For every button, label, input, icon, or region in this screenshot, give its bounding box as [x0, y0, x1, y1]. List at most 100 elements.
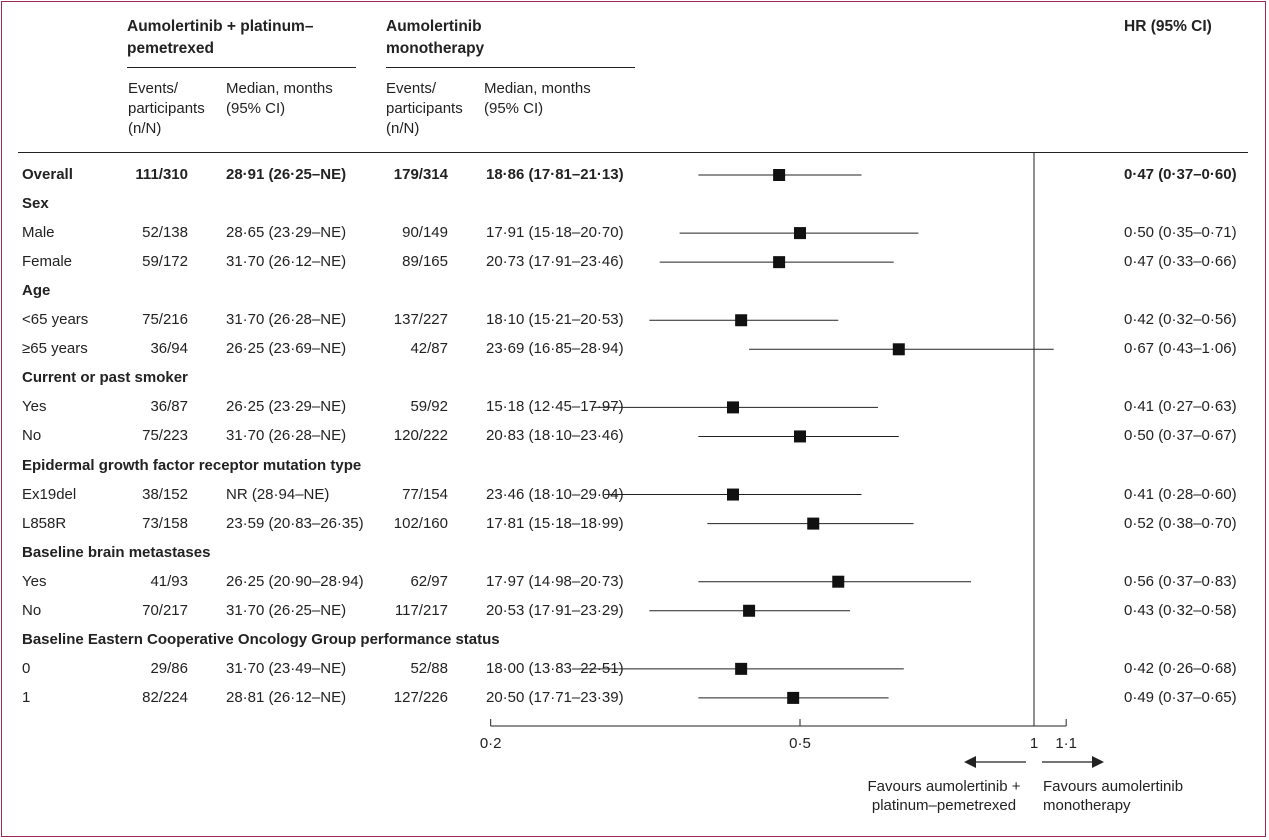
group-a-median: 31·70 (26·12–NE)	[226, 253, 347, 270]
group-b-median: 23·46 (18·10–29·04)	[486, 486, 624, 503]
group-a-median: 26·25 (23·69–NE)	[226, 340, 347, 357]
group-a-events: 75/216	[142, 311, 188, 328]
group-b-median: 15·18 (12·45–17·97)	[486, 398, 624, 415]
group-b-events: 90/149	[402, 224, 448, 241]
group-b-median: 17·91 (15·18–20·70)	[486, 224, 624, 241]
row-label: Yes	[22, 573, 47, 590]
hazard-ratio-text: 0·50 (0·37–0·67)	[1124, 427, 1237, 444]
hr-point	[727, 488, 740, 501]
x-tick-label: 0·5	[789, 735, 811, 752]
row-label: Yes	[22, 398, 47, 415]
group-a-median: 26·25 (23·29–NE)	[226, 398, 347, 415]
group-a-events: 41/93	[150, 573, 188, 590]
hazard-ratio-text: 0·43 (0·32–0·58)	[1124, 602, 1237, 619]
group-b-events: 117/217	[394, 602, 448, 619]
group-b-events: 120/222	[393, 427, 448, 444]
group-b-median: 20·53 (17·91–23·29)	[486, 602, 624, 619]
group-a-median: NR (28·94–NE)	[226, 486, 330, 503]
group-b-events: 59/92	[410, 398, 448, 415]
row-label: L858R	[22, 515, 67, 532]
group-a-median: 28·81 (26·12–NE)	[226, 689, 347, 706]
group-b-events: 127/226	[393, 689, 448, 706]
group-b-median: 17·81 (15·18–18·99)	[486, 515, 624, 532]
group-b-events: 179/314	[393, 166, 448, 183]
row-label: Male	[22, 224, 55, 241]
group-b-median: 20·50 (17·71–23·39)	[486, 689, 624, 706]
group-a-median: 28·65 (23·29–NE)	[226, 224, 347, 241]
favours-left-label: Favours aumolertinib + platinum–pemetrex…	[867, 778, 1021, 814]
group-a-events: 52/138	[142, 224, 188, 241]
group-a-header: Aumolertinib + platinum–pemetrexed	[127, 18, 314, 57]
group-a-events: 75/223	[142, 427, 188, 444]
hr-point	[892, 343, 905, 356]
category-label: Sex	[22, 195, 49, 212]
hazard-ratio-text: 0·52 (0·38–0·70)	[1124, 515, 1237, 532]
group-b-median: 18·10 (15·21–20·53)	[486, 311, 624, 328]
group-a-events: 70/217	[142, 602, 188, 619]
hr-point	[794, 227, 806, 240]
hazard-ratio-text: 0·49 (0·37–0·65)	[1124, 689, 1237, 706]
row-label: No	[22, 427, 42, 444]
group-a-median: 26·25 (20·90–28·94)	[226, 573, 364, 590]
row-label: 1	[22, 689, 31, 706]
hazard-ratio-text: 0·67 (0·43–1·06)	[1124, 340, 1237, 357]
group-b-median: 17·97 (14·98–20·73)	[486, 573, 624, 590]
group-a-events: 82/224	[142, 689, 188, 706]
group-b-header: Aumolertinib monotherapy	[386, 18, 485, 57]
group-a-median-header: Median, months (95% CI)	[226, 80, 333, 117]
hr-point	[807, 517, 820, 530]
hazard-ratio-text: 0·50 (0·35–0·71)	[1124, 224, 1237, 241]
group-b-rule	[386, 67, 635, 68]
hr-point	[773, 169, 786, 181]
group-b-events: 102/160	[393, 515, 448, 532]
hazard-ratio-text: 0·42 (0·26–0·68)	[1124, 660, 1237, 677]
hazard-ratio-text: 0·47 (0·33–0·66)	[1124, 253, 1237, 270]
hr-point	[735, 314, 748, 327]
row-label: ≥65 years	[22, 340, 88, 357]
group-a-events: 36/94	[150, 340, 188, 357]
group-b-events: 52/88	[410, 660, 448, 677]
group-b-median: 20·73 (17·91–23·46)	[486, 253, 624, 270]
hazard-ratio-text: 0·41 (0·27–0·63)	[1124, 398, 1237, 415]
hr-point	[773, 256, 786, 269]
table-header-rule	[18, 152, 1248, 153]
group-a-median: 31·70 (26·28–NE)	[226, 311, 347, 328]
group-a-events: 29/86	[150, 660, 188, 677]
group-b-median: 20·83 (18·10–23·46)	[486, 427, 624, 444]
hr-point	[727, 401, 740, 414]
group-b-events-header: Events/ participants (n/N)	[386, 80, 463, 137]
hazard-ratio-text: 0·56 (0·37–0·83)	[1124, 573, 1237, 590]
group-a-events: 111/310	[135, 166, 188, 183]
row-label: Overall	[22, 166, 73, 183]
group-b-median-header: Median, months (95% CI)	[484, 80, 591, 117]
row-label: <65 years	[22, 311, 89, 328]
hazard-ratio-text: 0·42 (0·32–0·56)	[1124, 311, 1237, 328]
row-label: Female	[22, 253, 73, 270]
group-a-events-header: Events/ participants (n/N)	[128, 80, 205, 137]
favours-right-label: Favours aumolertinib monotherapy	[1043, 778, 1184, 814]
category-label: Epidermal growth factor receptor mutatio…	[22, 457, 362, 474]
category-label: Age	[22, 282, 51, 299]
hr-point	[743, 604, 756, 617]
hr-point	[832, 575, 845, 588]
x-tick-label: 1	[1030, 735, 1038, 752]
group-b-median: 18·00 (13·83–22·51)	[486, 660, 624, 677]
group-a-median: 31·70 (23·49–NE)	[226, 660, 347, 677]
hazard-ratio-text: 0·47 (0·37–0·60)	[1124, 166, 1237, 183]
category-label: Current or past smoker	[22, 369, 188, 386]
row-label: Ex19del	[22, 486, 77, 503]
hr-point	[787, 691, 800, 704]
group-a-median: 23·59 (20·83–26·35)	[226, 515, 364, 532]
category-label: Baseline Eastern Cooperative Oncology Gr…	[22, 631, 500, 648]
row-label: No	[22, 602, 42, 619]
group-b-median: 18·86 (17·81–21·13)	[486, 166, 624, 183]
x-tick-label: 0·2	[480, 735, 502, 752]
group-b-events: 62/97	[410, 573, 448, 590]
favours-left-arrowhead	[964, 756, 976, 768]
group-a-median: 31·70 (26·25–NE)	[226, 602, 347, 619]
group-a-median: 28·91 (26·25–NE)	[226, 166, 347, 183]
x-tick-label: 1·1	[1055, 735, 1077, 752]
row-label: 0	[22, 660, 31, 677]
hazard-ratio-text: 0·41 (0·28–0·60)	[1124, 486, 1237, 503]
hr-point	[794, 430, 806, 443]
